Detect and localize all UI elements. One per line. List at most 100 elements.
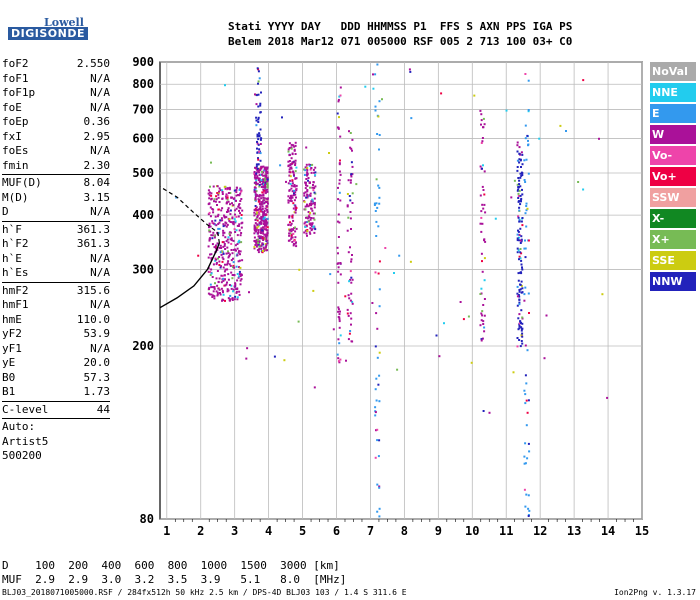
echo-point (253, 232, 256, 235)
echo-point (227, 297, 230, 300)
echo-point (293, 192, 295, 195)
echo-point (253, 214, 256, 217)
echo-point (303, 231, 306, 234)
param-value: 3.15 (83, 190, 111, 204)
echo-point (523, 462, 526, 465)
echo-point (238, 275, 240, 278)
echo-point (378, 196, 381, 199)
echo-point (262, 220, 265, 222)
echo-point (260, 179, 263, 182)
echo-point (294, 153, 297, 155)
echo-point (237, 215, 240, 218)
echo-point (375, 312, 378, 315)
echo-point (257, 105, 260, 108)
echo-point (519, 194, 522, 197)
echo-point (524, 239, 526, 242)
x-tick-label: 13 (567, 524, 581, 538)
echo-point (305, 232, 308, 235)
echo-point (481, 140, 484, 143)
param-row: MUF(D) 8.04 (2, 176, 110, 191)
echo-point (235, 229, 238, 232)
echo-point (265, 170, 268, 173)
echo-point (309, 181, 311, 184)
param-label: yF2 (2, 327, 22, 340)
echo-point (338, 318, 341, 321)
x-tick-label: 4 (265, 524, 272, 538)
param-label: hmF1 (2, 298, 29, 311)
echo-point (309, 211, 312, 214)
echo-point (264, 224, 266, 227)
param-value: 20.0 (83, 356, 111, 369)
echo-point (239, 266, 242, 269)
echo-point (257, 225, 260, 228)
echo-point (235, 189, 238, 191)
echo-point (254, 198, 257, 201)
echo-point (521, 188, 523, 191)
param-row: B1 1.73 (2, 385, 110, 400)
echo-point (229, 298, 232, 301)
echo-point (213, 286, 216, 288)
echo-point (306, 167, 309, 170)
echo-point (232, 222, 235, 225)
echo-point (310, 225, 313, 228)
echo-point (480, 338, 483, 341)
echo-point (222, 252, 225, 255)
echo-point (527, 239, 530, 242)
echo-point (373, 204, 376, 206)
echo-point (483, 330, 486, 333)
echo-point (292, 232, 295, 235)
legend-item-x: X+ (650, 230, 696, 249)
echo-point (222, 245, 225, 248)
echo-point (216, 294, 219, 297)
echo-point (351, 173, 354, 176)
echo-point (376, 510, 379, 513)
echo-point (295, 227, 298, 230)
echo-point (221, 289, 224, 292)
legend-item-x: X- (650, 209, 696, 228)
echo-point (254, 244, 257, 246)
echo-point (260, 91, 262, 94)
param-row: yF1 N/A (2, 342, 110, 357)
echo-point (524, 137, 527, 140)
echo-point (238, 290, 241, 293)
echo-point (543, 357, 546, 360)
echo-point (226, 263, 228, 266)
echo-point (264, 226, 267, 229)
echo-point (518, 295, 521, 298)
echo-point (221, 260, 224, 263)
echo-point (224, 263, 226, 266)
echo-point (519, 288, 522, 291)
echo-point (235, 194, 238, 197)
echo-point (256, 208, 259, 211)
echo-point (257, 70, 260, 73)
echo-point (234, 213, 236, 216)
echo-point (218, 260, 221, 263)
echo-point (220, 287, 223, 290)
echo-point (517, 229, 519, 232)
echo-point (210, 194, 213, 197)
echo-point (481, 137, 484, 139)
echo-point (226, 201, 228, 204)
echo-point (311, 228, 314, 231)
echo-point (257, 251, 260, 254)
echo-point (236, 224, 239, 227)
echo-point (238, 250, 240, 253)
echo-point (229, 192, 232, 194)
echo-point (519, 185, 522, 188)
echo-point (519, 320, 522, 323)
echo-point (308, 213, 311, 216)
logo-digisonde-text: DIGISONDE (8, 27, 88, 40)
echo-point (510, 196, 513, 199)
x-tick-label: 6 (333, 524, 340, 538)
echo-point (305, 225, 308, 228)
profile-curve-upper (159, 186, 220, 244)
echo-point (209, 283, 212, 286)
echo-point (261, 229, 264, 232)
footer-file-info: BLJ03_2018071005000.RSF / 284fx512h 50 k… (2, 588, 407, 597)
echo-point (261, 191, 264, 194)
echo-point (337, 236, 340, 238)
echo-point (256, 216, 259, 219)
echo-point (261, 207, 264, 210)
echo-point (238, 223, 241, 226)
